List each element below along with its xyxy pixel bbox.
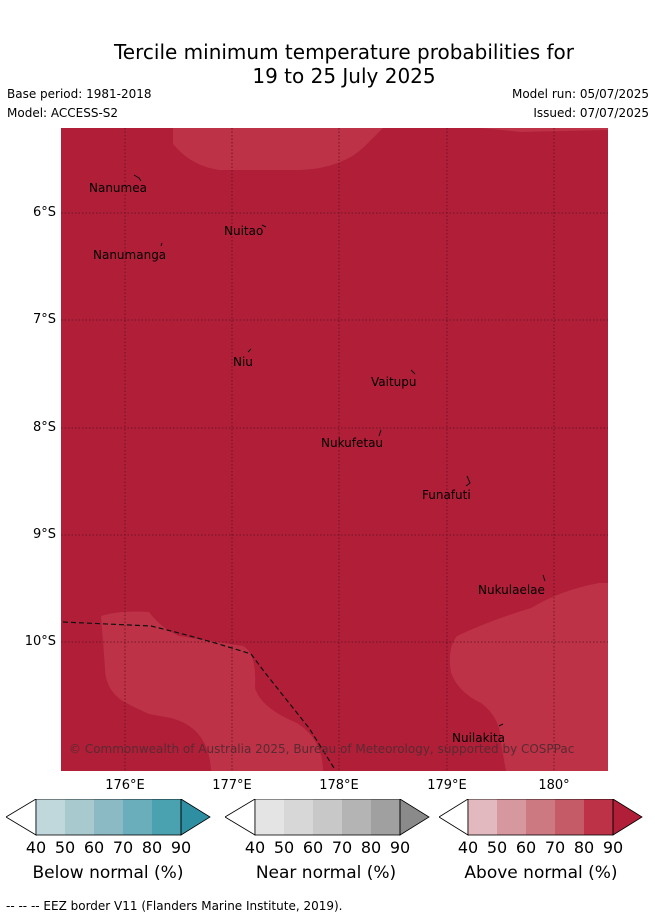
label-nanumea: Nanumea (89, 181, 147, 195)
island-nukulaelae-shape (542, 574, 546, 582)
label-nuitao: Nuitao (224, 224, 264, 238)
colorbar-swatch-50 (284, 799, 313, 835)
label-funafuti: Funafuti (422, 488, 471, 502)
graticule (61, 128, 608, 771)
island-nuitao-shape (261, 224, 267, 228)
lat-label-9s: 9°S (32, 527, 56, 542)
above-tick-60: 60 (515, 838, 537, 857)
below-tick-60: 60 (83, 838, 105, 857)
near-tick-60: 60 (302, 838, 324, 857)
title-line-2: 19 to 25 July 2025 (252, 64, 436, 88)
lat-label-10s: 10°S (24, 634, 56, 649)
island-outlines (133, 174, 546, 727)
colorbar-swatch-50 (497, 799, 526, 835)
base-period: Base period: 1981-2018 (7, 87, 152, 101)
above-tick-80: 80 (573, 838, 595, 857)
lat-label-6s: 6°S (32, 205, 56, 220)
near-tick-80: 80 (360, 838, 382, 857)
colorbar-swatch-80 (584, 799, 613, 835)
probability-field-above-80-northeast (481, 128, 608, 132)
colorbar-swatch-90 (613, 799, 642, 835)
copyright-notice: © Commonwealth of Australia 2025, Bureau… (69, 742, 575, 756)
colorbar-swatch-80 (371, 799, 400, 835)
eez-footnote: -- -- -- EEZ border V11 (Flanders Marine… (6, 899, 343, 913)
near-tick-70: 70 (331, 838, 353, 857)
near-normal-label: Near normal (%) (255, 863, 397, 883)
colorbar-above-normal (439, 799, 643, 836)
island-vaitupu-shape (410, 369, 416, 375)
map-canvas (61, 128, 608, 771)
colorbar-swatch-40 (468, 799, 497, 835)
colorbar-swatch-60 (94, 799, 123, 835)
near-tick-40: 40 (244, 838, 266, 857)
colorbar-swatch-40 (255, 799, 284, 835)
lon-label-180: 180° (538, 778, 570, 793)
colorbar-below-normal (6, 799, 211, 836)
colorbar-swatch-70 (555, 799, 584, 835)
probability-field-above-80-southwest (101, 611, 323, 771)
lon-label-179e: 179°E (427, 778, 467, 793)
model-run: Model run: 05/07/2025 (511, 87, 649, 101)
near-tick-50: 50 (273, 838, 295, 857)
eez-border-line (62, 621, 335, 769)
title-line-1: Tercile minimum temperature probabilitie… (113, 40, 575, 64)
probability-field-above-80-southeast (449, 583, 608, 771)
colorbar-swatch-90 (400, 799, 429, 835)
lon-label-178e: 178°E (319, 778, 359, 793)
colorbar-swatch-90 (181, 799, 210, 835)
colorbar-swatch-70 (123, 799, 152, 835)
lat-label-8s: 8°S (32, 420, 56, 435)
island-funafuti-shape (465, 475, 471, 487)
above-tick-50: 50 (486, 838, 508, 857)
below-tick-40: 40 (25, 838, 47, 857)
below-tick-80: 80 (141, 838, 163, 857)
colorbar-swatch-60 (313, 799, 342, 835)
colorbar-near-normal (225, 799, 430, 836)
probability-field-above-80-north (173, 128, 383, 170)
island-niu-shape (247, 348, 252, 353)
island-nanumea-shape (133, 174, 142, 182)
colorbar-swatch-40 (36, 799, 65, 835)
lon-label-176e: 176°E (105, 778, 145, 793)
below-tick-90: 90 (170, 838, 192, 857)
colorbar-swatch-50 (65, 799, 94, 835)
map-panel (61, 128, 608, 771)
below-tick-50: 50 (54, 838, 76, 857)
label-nuilakita: Nuilakita (452, 731, 505, 745)
colorbar-swatch-80 (152, 799, 181, 835)
island-nukufetau-shape (378, 429, 382, 437)
model-name: Model: ACCESS-S2 (7, 106, 119, 120)
lat-label-7s: 7°S (32, 312, 56, 327)
label-nanumanga: Nanumanga (93, 248, 167, 262)
colorbar-swatch-70 (342, 799, 371, 835)
above-tick-90: 90 (602, 838, 624, 857)
colorbar-swatch-60 (526, 799, 555, 835)
below-normal-label: Below normal (%) (32, 863, 184, 883)
map-title: Tercile minimum temperature probabilitie… (0, 40, 655, 88)
above-normal-label: Above normal (%) (464, 863, 618, 883)
issued-date: Issued: 07/07/2025 (533, 106, 649, 120)
above-tick-70: 70 (544, 838, 566, 857)
above-tick-40: 40 (457, 838, 479, 857)
label-vaitupu: Vaitupu (371, 375, 417, 389)
below-tick-70: 70 (112, 838, 134, 857)
label-nukufetau: Nukufetau (321, 436, 384, 450)
island-nuilakita-shape (498, 723, 504, 727)
label-nukulaelae: Nukulaelae (478, 583, 545, 597)
lon-label-177e: 177°E (212, 778, 252, 793)
label-niu: Niu (233, 355, 253, 369)
near-tick-90: 90 (389, 838, 411, 857)
island-nanumanga-shape (160, 242, 163, 247)
